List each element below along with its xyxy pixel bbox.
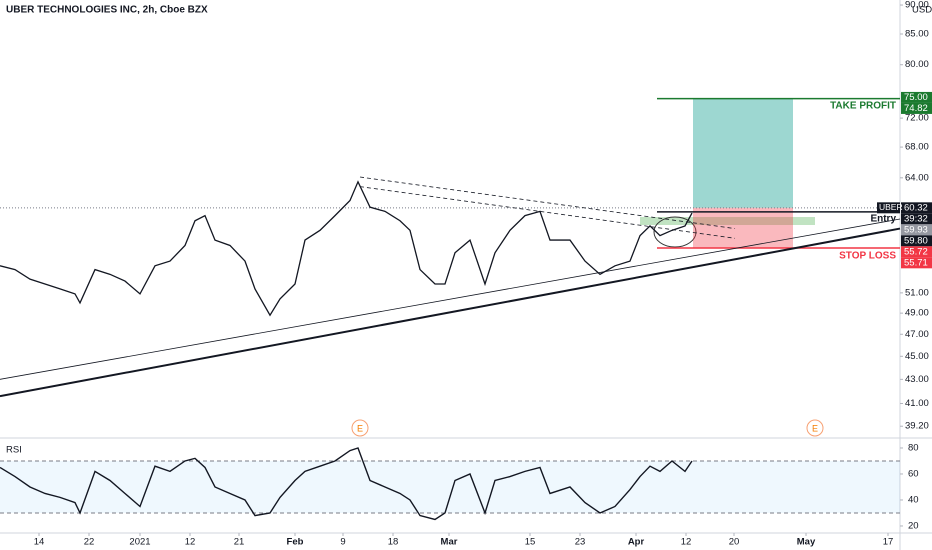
x-tick-label: 22 xyxy=(84,537,95,548)
rsi-band xyxy=(0,460,900,513)
rsi-y-tick-label: 60 xyxy=(908,468,919,479)
x-tick-label: Apr xyxy=(628,537,645,548)
stop-loss-label: STOP LOSS xyxy=(839,251,896,262)
take-profit-zone xyxy=(693,98,793,208)
y-tick-label: 41.00 xyxy=(905,398,929,409)
price-tag-label: 59.93 xyxy=(904,224,928,235)
y-tick-label: 80.00 xyxy=(905,59,929,70)
x-tick-label: Feb xyxy=(287,537,304,548)
trendline xyxy=(0,218,901,380)
price-tag-label: 59.80 xyxy=(904,235,928,246)
price-tag xyxy=(901,257,932,269)
rsi-line xyxy=(0,447,693,521)
highlight-ellipse xyxy=(653,216,697,248)
earnings-label: E xyxy=(812,423,818,433)
x-tick-label: 12 xyxy=(185,537,196,548)
y-tick-label: 72.00 xyxy=(905,113,929,124)
y-tick-label: 43.00 xyxy=(905,374,929,385)
y-tick-label: 47.00 xyxy=(905,329,929,340)
price-tag-label: 55.72 xyxy=(904,246,928,257)
trendline xyxy=(0,227,901,398)
price-tag-label: 55.71 xyxy=(904,257,928,268)
trendline xyxy=(359,176,736,229)
price-tag-label: 60.32 xyxy=(904,202,928,213)
y-tick-label: 51.00 xyxy=(905,287,929,298)
price-tag xyxy=(901,202,932,214)
price-tag-label: 75.00 xyxy=(904,92,928,103)
currency: USD xyxy=(912,5,932,16)
price-tag xyxy=(901,224,932,236)
stop-loss-zone xyxy=(693,207,793,249)
y-tick-label: 64.00 xyxy=(905,172,929,183)
price-tag xyxy=(901,91,932,103)
countdown-tag xyxy=(901,213,932,225)
highlight-band xyxy=(640,217,815,225)
rsi-y-tick-label: 40 xyxy=(908,494,919,505)
y-tick-label: 90.00 xyxy=(905,0,929,11)
x-tick-label: Mar xyxy=(441,537,458,548)
x-tick-label: May xyxy=(797,537,816,548)
x-tick-label: 2021 xyxy=(129,537,150,548)
x-tick-label: 21 xyxy=(234,537,245,548)
x-tick-label: 18 xyxy=(388,537,399,548)
entry-label: Entry xyxy=(870,213,896,224)
x-tick-label: 15 xyxy=(525,537,536,548)
earnings-marker xyxy=(806,419,824,437)
y-tick-label: 39.20 xyxy=(905,421,929,432)
price-tag xyxy=(901,246,932,258)
series-tag-label: UBER xyxy=(879,202,903,212)
x-tick-label: 9 xyxy=(340,537,345,548)
countdown-label: 39:32 xyxy=(904,213,928,224)
y-tick-label: 85.00 xyxy=(905,29,929,40)
price-tag-label: 74.82 xyxy=(904,103,928,114)
x-tick-label: 17 xyxy=(883,537,894,548)
y-tick-label: 45.00 xyxy=(905,351,929,362)
chart-title: UBER TECHNOLOGIES INC, 2h, Cboe BZX xyxy=(6,5,208,16)
rsi-label: RSI xyxy=(6,445,22,456)
rsi-y-tick-label: 20 xyxy=(908,520,919,531)
earnings-label: E xyxy=(357,423,363,433)
price-line-series xyxy=(0,180,693,317)
earnings-marker xyxy=(351,419,369,437)
y-tick-label: 49.00 xyxy=(905,308,929,319)
price-tag xyxy=(901,235,932,247)
rsi-y-tick-label: 80 xyxy=(908,442,919,453)
y-tick-label: 68.00 xyxy=(905,142,929,153)
x-tick-label: 23 xyxy=(575,537,586,548)
price-tag xyxy=(901,102,932,114)
take-profit-label: TAKE PROFIT xyxy=(830,100,896,111)
x-tick-label: 20 xyxy=(729,537,740,548)
x-tick-label: 14 xyxy=(34,537,45,548)
x-tick-label: 12 xyxy=(681,537,692,548)
series-tag xyxy=(877,202,900,214)
